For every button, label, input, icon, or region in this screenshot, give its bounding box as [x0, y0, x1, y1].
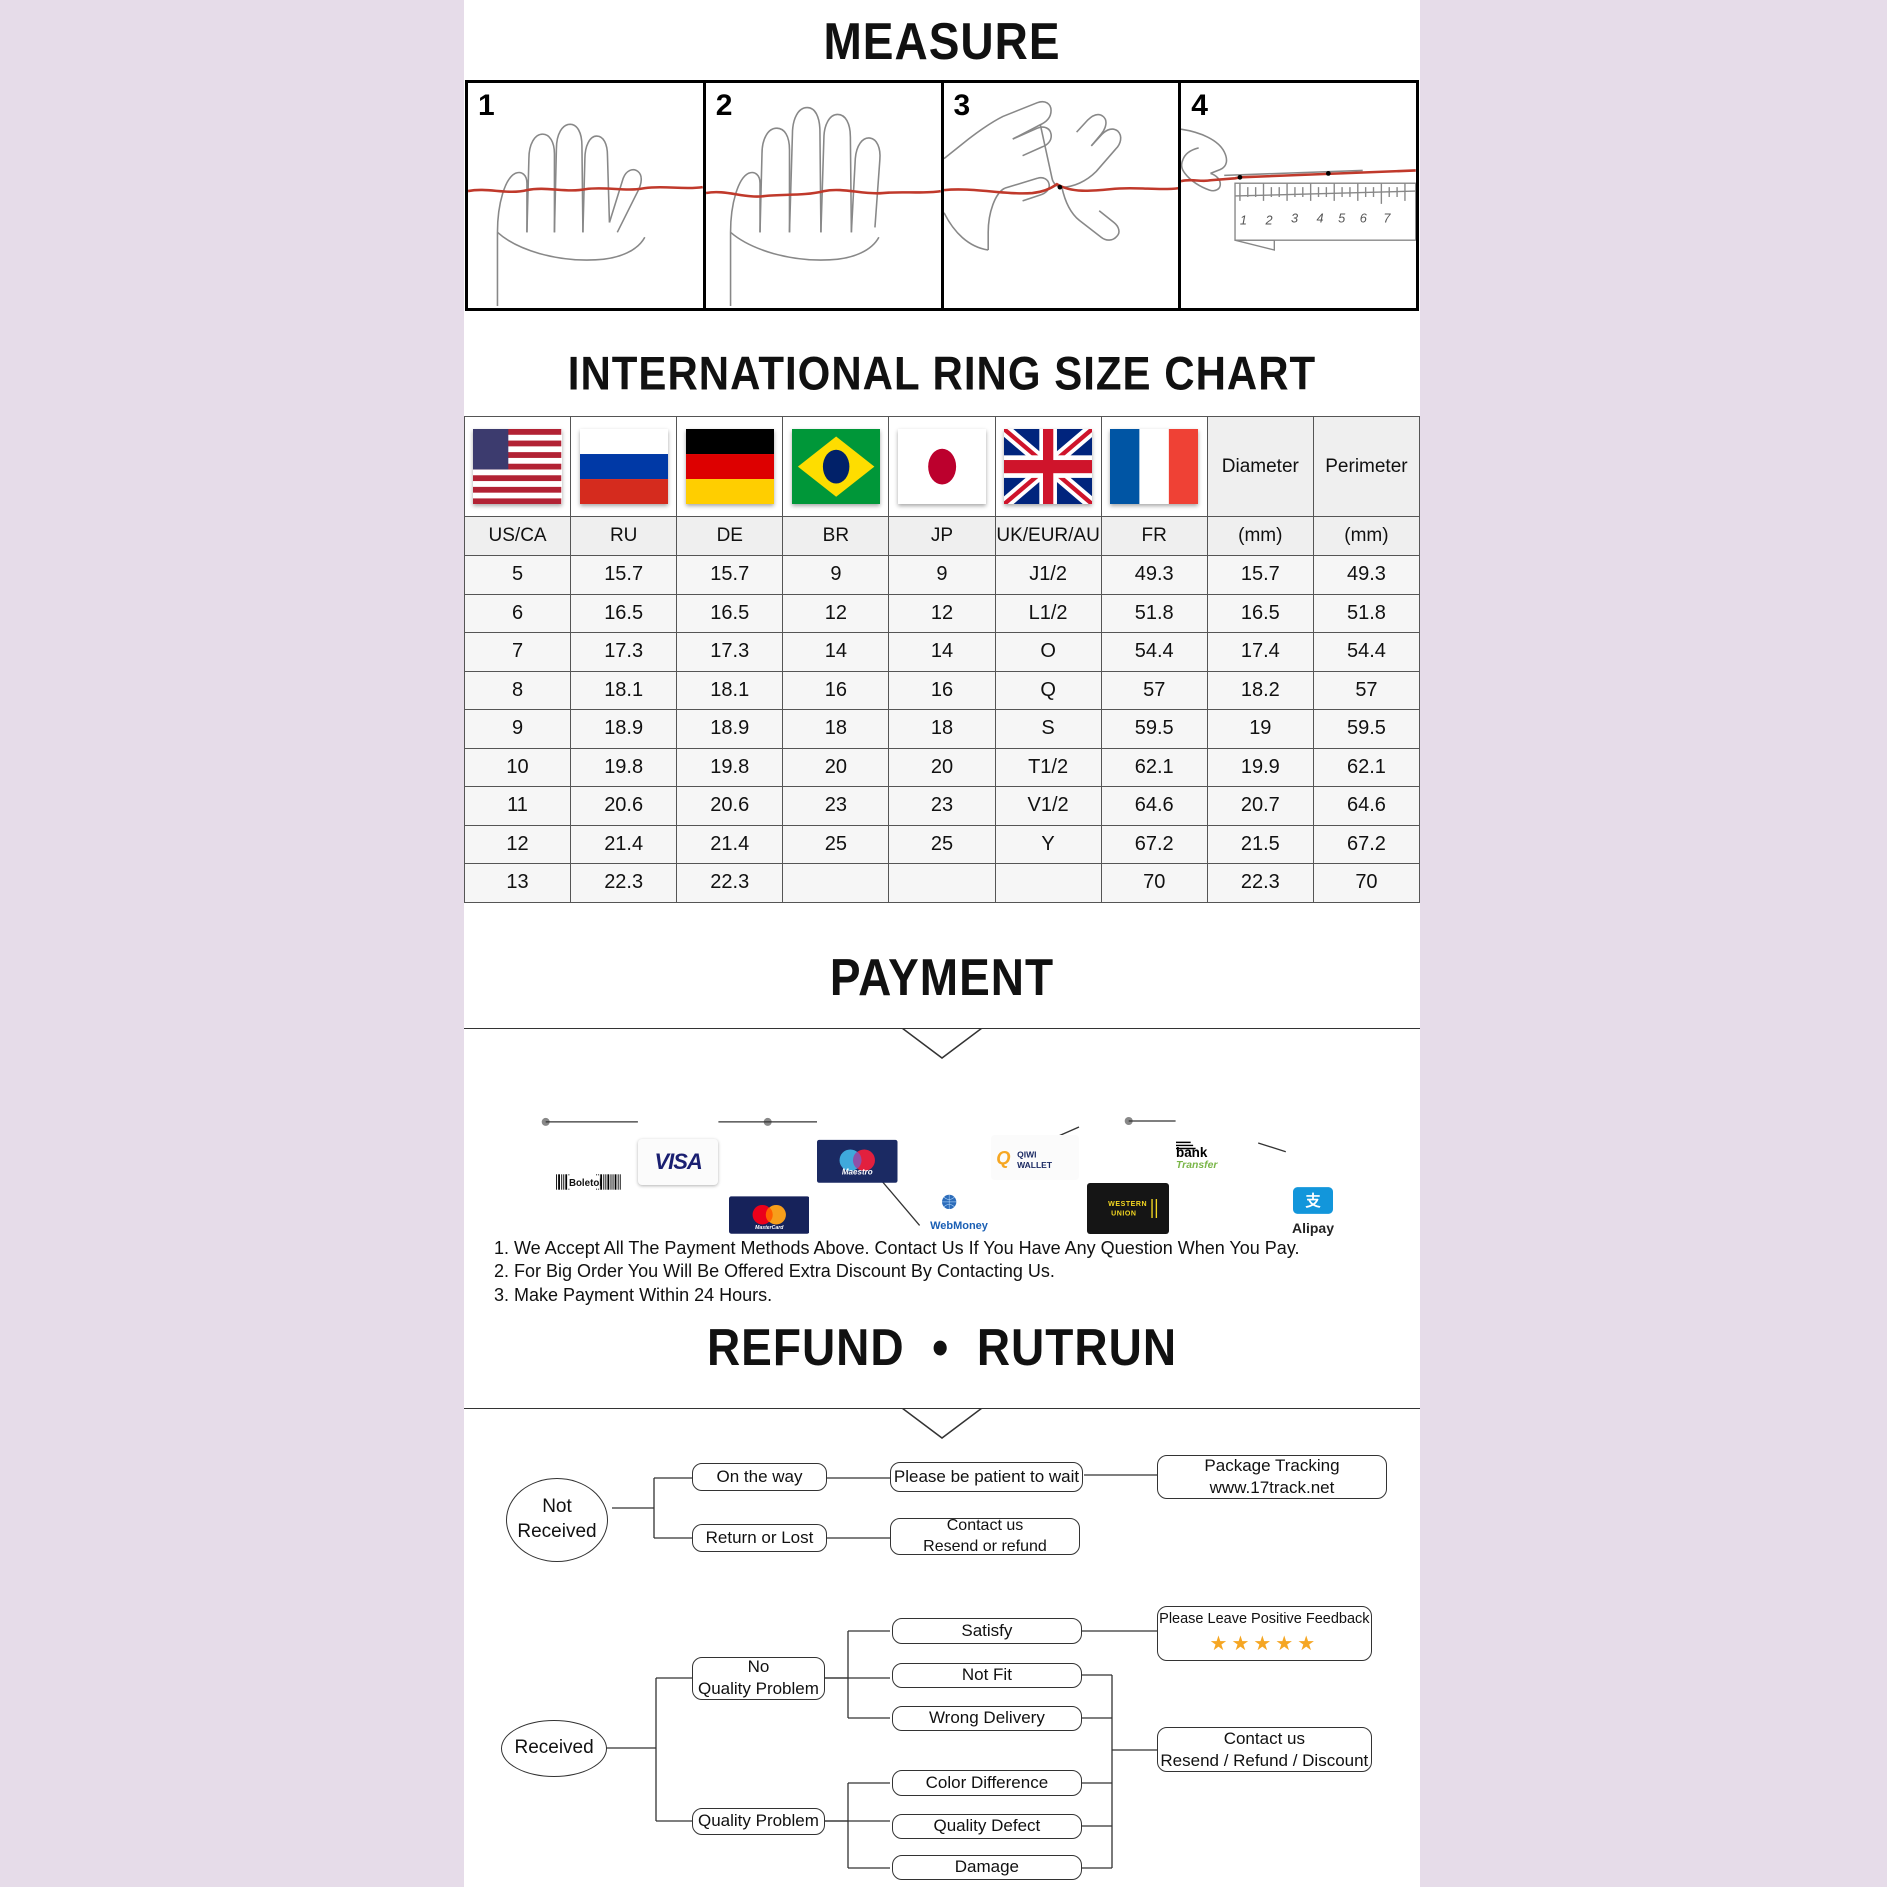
svg-text:Q: Q — [996, 1147, 1010, 1168]
svg-text:1: 1 — [1240, 212, 1247, 227]
svg-text:3: 3 — [1291, 211, 1298, 226]
svg-text:5: 5 — [1338, 211, 1346, 226]
svg-text:7: 7 — [1384, 211, 1392, 226]
svg-text:6: 6 — [1360, 211, 1368, 226]
svg-text:MasterCard: MasterCard — [755, 1225, 784, 1231]
svg-text:WALLET: WALLET — [1017, 1160, 1053, 1170]
svg-text:Transfer: Transfer — [1176, 1160, 1218, 1171]
svg-text:UNION: UNION — [1112, 1210, 1137, 1217]
svg-text:支: 支 — [1305, 1192, 1322, 1210]
svg-text:QIWI: QIWI — [1017, 1149, 1036, 1159]
svg-text:Maestro: Maestro — [842, 1168, 873, 1177]
svg-text:WESTERN: WESTERN — [1109, 1201, 1148, 1208]
svg-text:4: 4 — [1317, 211, 1324, 226]
svg-text:2: 2 — [1265, 212, 1273, 227]
svg-text:bank: bank — [1176, 1145, 1208, 1160]
svg-text:Boletol: Boletol — [569, 1178, 602, 1189]
